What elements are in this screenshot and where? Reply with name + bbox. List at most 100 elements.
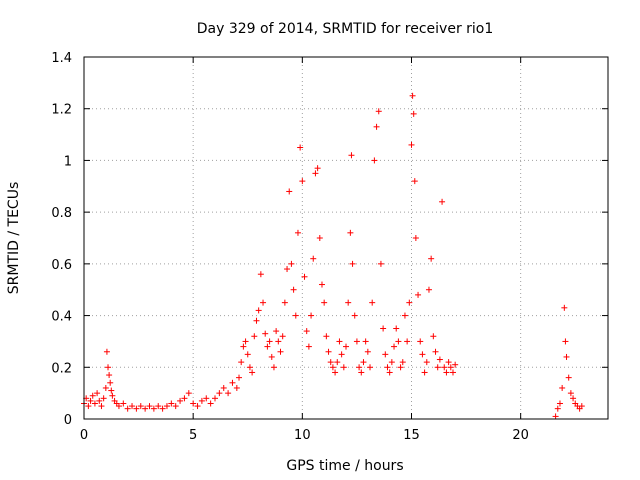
- data-point: [559, 384, 566, 391]
- data-point: [404, 338, 411, 345]
- data-point: [556, 400, 563, 407]
- data-point: [348, 152, 355, 159]
- data-point: [447, 364, 454, 371]
- data-point: [266, 338, 273, 345]
- data-point: [325, 348, 332, 355]
- y-axis-label: SRMTID / TECUs: [6, 182, 22, 295]
- data-point: [262, 330, 269, 337]
- data-point: [108, 387, 115, 394]
- data-point: [168, 400, 175, 407]
- data-point: [340, 364, 347, 371]
- data-point: [284, 266, 291, 273]
- data-point: [212, 395, 218, 402]
- data-point: [412, 235, 419, 241]
- data-point: [347, 229, 354, 236]
- data-point: [565, 374, 572, 381]
- data-point: [238, 359, 245, 366]
- data-point: [288, 260, 295, 267]
- data-point: [314, 165, 321, 172]
- data-point: [137, 403, 144, 410]
- y-tick-label: 0.8: [51, 206, 72, 221]
- data-point: [578, 403, 585, 410]
- data-point: [434, 364, 441, 371]
- data-point: [327, 359, 334, 366]
- data-point: [445, 359, 452, 366]
- data-point: [353, 338, 360, 345]
- axis-ticks: 0 5 10 15 20 0 0.2 0.4 0.6 0.8 1 1.2 1.4: [51, 51, 608, 443]
- data-point: [142, 405, 149, 412]
- data-point: [563, 353, 570, 360]
- data-point: [318, 281, 325, 288]
- data-point: [163, 403, 170, 410]
- chart-title: Day 329 of 2014, SRMTID for receiver rio…: [197, 21, 494, 37]
- data-point: [345, 299, 352, 306]
- data-point: [249, 369, 256, 376]
- data-point: [236, 374, 243, 381]
- data-point: [310, 255, 317, 262]
- data-point: [273, 328, 280, 335]
- data-point: [552, 413, 559, 420]
- data-point: [120, 400, 127, 407]
- data-point: [452, 361, 459, 368]
- data-point: [94, 390, 101, 397]
- data-point: [198, 397, 205, 404]
- data-point: [107, 379, 114, 386]
- data-point: [369, 299, 376, 306]
- x-tick-label: 15: [403, 428, 420, 443]
- data-point: [102, 384, 109, 391]
- data-point: [343, 343, 349, 350]
- data-point: [349, 260, 356, 267]
- data-point: [395, 338, 402, 345]
- data-point: [89, 392, 96, 399]
- y-tick-label: 1: [64, 154, 72, 169]
- data-point: [386, 369, 393, 376]
- data-point: [419, 351, 426, 358]
- data-point: [105, 364, 112, 371]
- data-point: [225, 390, 232, 397]
- data-point: [384, 364, 391, 371]
- data-points: [81, 92, 585, 420]
- data-point: [428, 255, 435, 262]
- data-point: [270, 364, 277, 371]
- data-point: [358, 369, 365, 376]
- data-point: [409, 92, 416, 99]
- data-point: [133, 405, 140, 412]
- data-point: [242, 338, 249, 345]
- data-point: [432, 348, 439, 355]
- data-point: [401, 312, 408, 319]
- data-point: [439, 198, 446, 205]
- data-point: [260, 299, 267, 306]
- data-point: [393, 325, 400, 332]
- data-point: [338, 351, 345, 358]
- data-point: [321, 299, 328, 306]
- data-point: [85, 403, 92, 410]
- data-point: [98, 403, 105, 410]
- data-point: [430, 333, 437, 340]
- data-point: [257, 271, 264, 278]
- data-point: [109, 392, 116, 399]
- data-point: [246, 364, 253, 371]
- data-point: [388, 359, 395, 366]
- x-tick-label: 20: [512, 428, 529, 443]
- data-point: [106, 372, 113, 379]
- data-point: [194, 403, 201, 410]
- data-point: [229, 379, 236, 386]
- data-point: [255, 307, 262, 314]
- data-point: [240, 343, 247, 350]
- data-point: [303, 328, 310, 335]
- data-point: [264, 343, 271, 350]
- data-point: [177, 397, 184, 404]
- data-point: [281, 299, 288, 306]
- plot-frame: [83, 56, 609, 420]
- data-point: [150, 405, 157, 412]
- data-point: [91, 400, 98, 407]
- data-point: [411, 178, 418, 185]
- data-point: [312, 170, 319, 177]
- data-point: [103, 348, 110, 355]
- data-point: [562, 338, 569, 345]
- data-point: [207, 400, 214, 407]
- data-point: [100, 395, 107, 402]
- data-point: [301, 273, 308, 280]
- data-point: [305, 343, 312, 350]
